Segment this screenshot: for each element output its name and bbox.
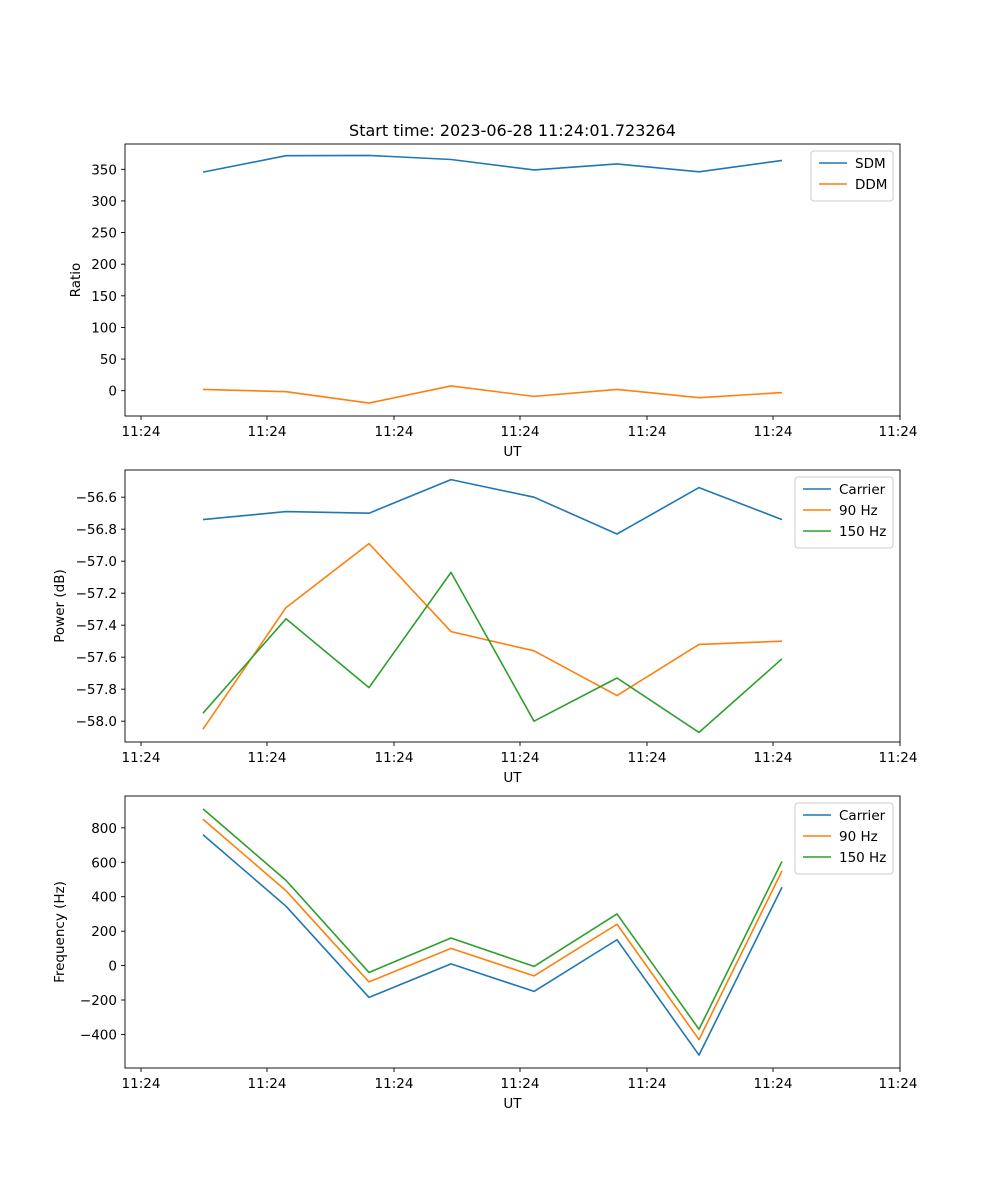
legend-label: DDM — [855, 177, 887, 193]
series-line-90-hz — [202, 818, 783, 1041]
x-tick-label: 11:24 — [879, 424, 918, 440]
x-tick-label: 11:24 — [754, 424, 793, 440]
y-tick-label: −57.8 — [76, 682, 117, 698]
y-tick-label: −400 — [80, 1027, 117, 1043]
series-line-carrier — [202, 834, 783, 1056]
axes-frame — [124, 469, 901, 743]
y-tick-label: 350 — [91, 162, 117, 178]
axes-frame — [124, 143, 901, 417]
y-tick-label: 300 — [91, 194, 117, 210]
y-tick-label: 0 — [108, 384, 117, 400]
x-tick-label: 11:24 — [375, 1076, 414, 1092]
y-tick-label: −56.8 — [76, 522, 117, 538]
x-tick-label: 11:24 — [248, 1076, 287, 1092]
axes-frame — [124, 795, 901, 1069]
x-tick-label: 11:24 — [628, 750, 667, 766]
y-tick-label: −56.6 — [76, 490, 117, 506]
chart-panel-2: 11:24 11:24 11:24 11:24 11:24 11:24 11:24 −58.0… — [52, 469, 918, 786]
series-line-sdm — [202, 154, 783, 173]
x-tick-label: 11:24 — [501, 1076, 540, 1092]
x-axis-label: UT — [503, 1096, 522, 1112]
legend-label: 150 Hz — [839, 850, 886, 866]
y-tick-label: 200 — [91, 924, 117, 940]
x-tick-label: 11:24 — [375, 750, 414, 766]
series-line-90-hz — [202, 542, 783, 730]
series-line-ddm — [202, 385, 783, 404]
x-tick-label: 11:24 — [628, 424, 667, 440]
y-tick-label: 0 — [108, 959, 117, 975]
series-line-150-hz — [202, 571, 783, 734]
y-tick-label: 600 — [91, 855, 117, 871]
legend-label: SDM — [855, 156, 886, 172]
x-tick-label: 11:24 — [754, 750, 793, 766]
y-axis-label: Frequency (Hz) — [52, 881, 68, 983]
x-tick-label: 11:24 — [248, 424, 287, 440]
y-tick-label: 250 — [91, 226, 117, 242]
series-line-carrier — [202, 478, 783, 535]
y-tick-label: 800 — [91, 821, 117, 837]
x-tick-label: 11:24 — [754, 1076, 793, 1092]
y-tick-label: −57.4 — [76, 618, 117, 634]
x-tick-label: 11:24 — [501, 750, 540, 766]
y-tick-label: −200 — [80, 993, 117, 1009]
y-tick-label: 100 — [91, 320, 117, 336]
chart-panel-3: 11:24 11:24 11:24 11:24 11:24 11:24 11:24 −400 −… — [52, 795, 918, 1112]
y-tick-label: −57.2 — [76, 586, 117, 602]
series-line-150-hz — [202, 808, 783, 1031]
x-tick-label: 11:24 — [122, 1076, 161, 1092]
legend-label: 150 Hz — [839, 524, 886, 540]
legend-label: Carrier — [839, 482, 886, 498]
legend: SDM DDM — [810, 150, 894, 202]
chart-panel-1: Start time: 2023-06-28 11:24:01.723264 11… — [68, 121, 917, 460]
legend: Carrier 90 Hz 150 Hz — [794, 802, 894, 875]
y-tick-label: −57.6 — [76, 650, 117, 666]
x-tick-label: 11:24 — [501, 424, 540, 440]
x-tick-label: 11:24 — [122, 424, 161, 440]
legend: Carrier 90 Hz 150 Hz — [794, 476, 894, 549]
y-tick-label: 400 — [91, 890, 117, 906]
x-tick-label: 11:24 — [628, 1076, 667, 1092]
x-axis-label: UT — [503, 770, 522, 786]
y-tick-label: 150 — [91, 289, 117, 305]
y-tick-label: −58.0 — [76, 714, 117, 730]
y-axis-label: Ratio — [68, 263, 84, 298]
y-tick-label: −57.0 — [76, 554, 117, 570]
y-tick-label: 50 — [100, 352, 117, 368]
legend-label: 90 Hz — [839, 829, 878, 845]
legend-label: Carrier — [839, 808, 886, 824]
x-tick-label: 11:24 — [375, 424, 414, 440]
legend-label: 90 Hz — [839, 503, 878, 519]
x-tick-label: 11:24 — [879, 750, 918, 766]
y-axis-label: Power (dB) — [52, 569, 68, 642]
x-tick-label: 11:24 — [879, 1076, 918, 1092]
x-tick-label: 11:24 — [122, 750, 161, 766]
x-axis-label: UT — [503, 444, 522, 460]
x-tick-label: 11:24 — [248, 750, 287, 766]
chart-title: Start time: 2023-06-28 11:24:01.723264 — [349, 121, 676, 140]
y-tick-label: 200 — [91, 257, 117, 273]
